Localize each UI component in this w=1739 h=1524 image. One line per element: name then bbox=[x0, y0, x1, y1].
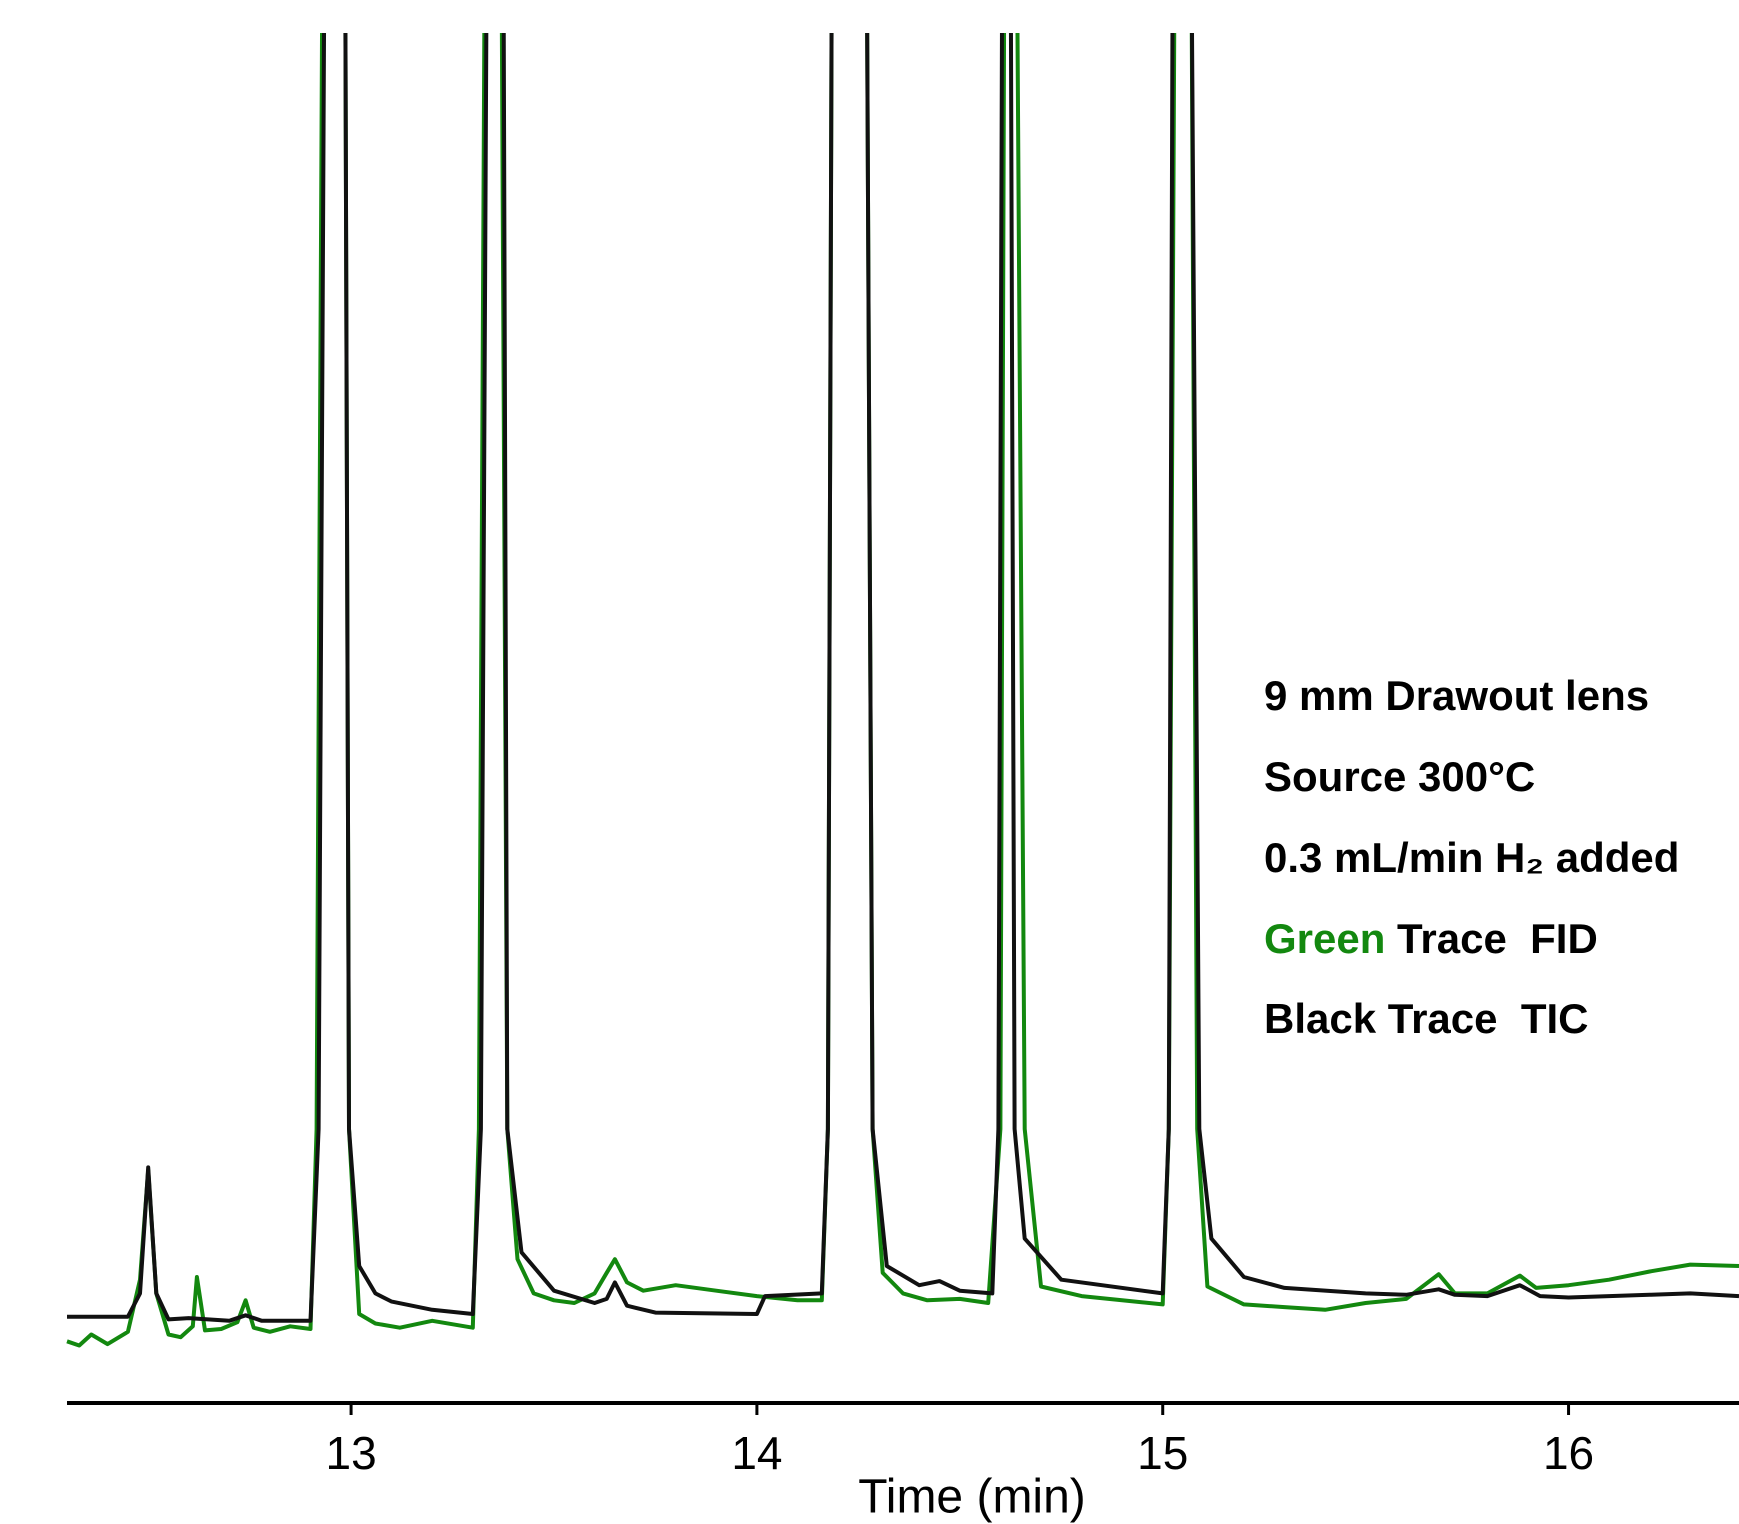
annotation: Source 300°C bbox=[1264, 753, 1535, 800]
plot-area bbox=[66, 33, 1739, 1348]
legend-entry: Black Trace TIC bbox=[1264, 995, 1589, 1042]
annotation: 9 mm Drawout lens bbox=[1264, 672, 1649, 719]
x-axis-title: Time (min) bbox=[858, 1471, 1086, 1524]
x-tick-label: 14 bbox=[731, 1427, 782, 1479]
x-tick-label: 15 bbox=[1137, 1427, 1188, 1479]
x-tick-label: 13 bbox=[325, 1427, 376, 1479]
trace-line bbox=[66, 33, 1739, 1348]
legend-entry: Green Trace FID bbox=[1264, 915, 1598, 962]
annotation: 0.3 mL/min H₂ added bbox=[1264, 834, 1679, 881]
x-tick-label: 16 bbox=[1543, 1427, 1594, 1479]
trace-line bbox=[67, 33, 1739, 1323]
